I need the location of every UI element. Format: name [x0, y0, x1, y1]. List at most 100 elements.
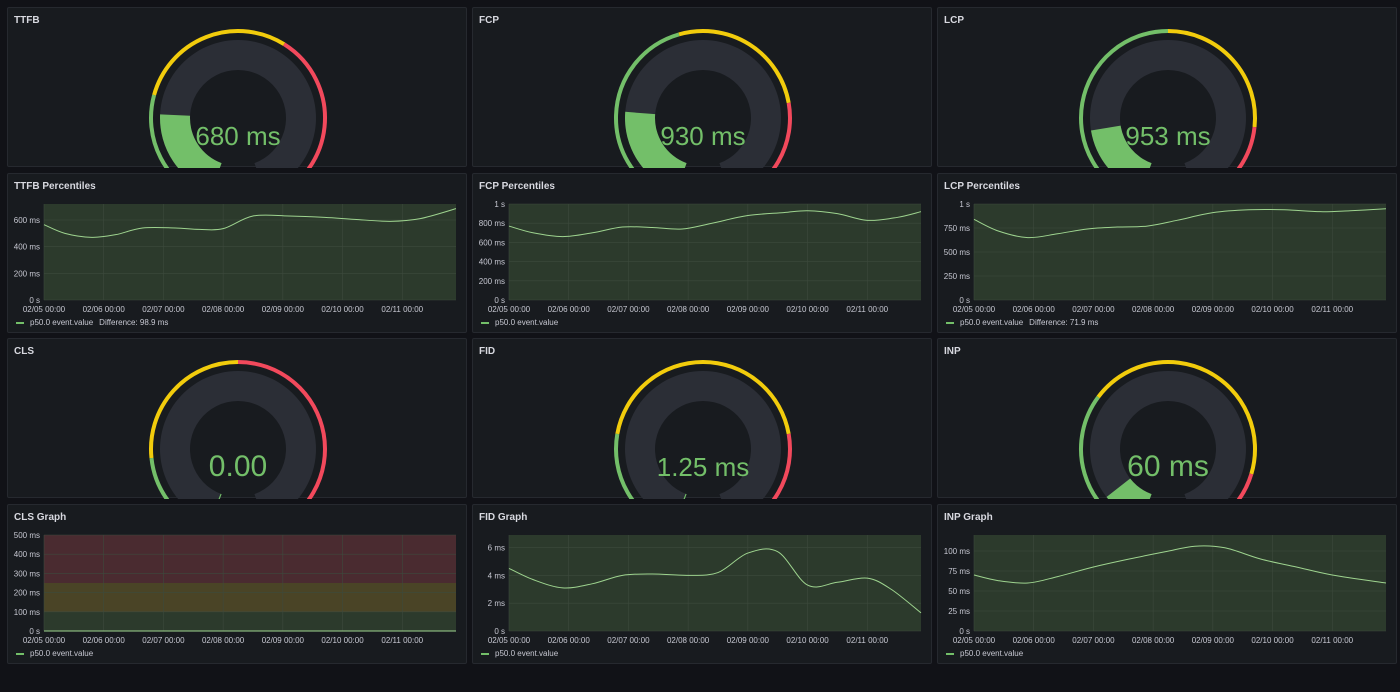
threshold-band-bad	[283, 42, 327, 168]
x-tick-label: 02/06 00:00	[83, 636, 126, 645]
panel-title[interactable]: INP	[944, 346, 961, 357]
lcp-percentiles-panel[interactable]: LCP Percentiles 02/05 00:00 02/06 00:00 02…	[937, 173, 1397, 333]
threshold-band-good	[614, 32, 680, 168]
legend-difference: Difference: 98.9 ms	[99, 318, 169, 327]
lcp-gauge-panel[interactable]: LCP 953 ms	[937, 7, 1397, 168]
threshold-band-good	[149, 94, 170, 168]
threshold-band-bad	[771, 102, 792, 168]
y-tick-label: 400 ms	[14, 243, 40, 252]
panel-title[interactable]: INP Graph	[944, 512, 993, 523]
gauge: 930 ms	[614, 29, 792, 168]
timeseries-chart: 02/05 00:00 02/06 00:00 02/07 00:00 02/08 0…	[944, 200, 1387, 314]
x-tick-label: 02/05 00:00	[953, 636, 996, 645]
gauge-fill	[683, 493, 687, 499]
x-tick-label: 02/07 00:00	[607, 636, 650, 645]
x-tick-label: 02/05 00:00	[488, 305, 531, 314]
y-tick-label: 75 ms	[948, 567, 970, 576]
legend[interactable]: p50.0 event.value Difference: 71.9 ms	[946, 318, 1098, 327]
gauge: 953 ms	[1079, 29, 1257, 168]
ttfb-gauge-panel[interactable]: TTFB 680 ms	[7, 7, 467, 168]
timeseries-chart: 02/05 00:00 02/06 00:00 02/07 00:00 02/08 0…	[14, 531, 456, 645]
x-tick-label: 02/06 00:00	[83, 305, 126, 314]
panel-title[interactable]: TTFB Percentiles	[14, 181, 96, 192]
panel-title[interactable]: LCP	[944, 15, 964, 26]
threshold-band-good	[614, 433, 635, 499]
panel-title[interactable]: FCP	[479, 15, 499, 26]
y-tick-label: 200 ms	[14, 269, 40, 278]
fcp-gauge-panel[interactable]: FCP 930 ms	[472, 7, 932, 168]
x-tick-label: 02/08 00:00	[1132, 636, 1175, 645]
legend-swatch	[16, 652, 24, 655]
fid-graph-panel[interactable]: FID Graph 02/05 00:00 02/06 00:00 02/07 00…	[472, 504, 932, 664]
gauge-value: 60 ms	[1127, 450, 1209, 483]
gauge-value: 1.25 ms	[657, 452, 750, 482]
x-tick-label: 02/11 00:00	[846, 636, 888, 645]
cls-gauge-panel[interactable]: CLS 0.00	[7, 338, 467, 499]
threshold-band-bad	[1236, 126, 1257, 168]
y-tick-label: 100 ms	[14, 608, 40, 617]
threshold-region	[44, 611, 456, 631]
series-line	[508, 548, 922, 614]
timeseries-chart: 02/05 00:00 02/06 00:00 02/07 00:00 02/08 0…	[14, 204, 457, 314]
threshold-band-warn	[678, 29, 791, 104]
inp-gauge-panel[interactable]: INP 60 ms	[937, 338, 1397, 499]
y-tick-label: 0 s	[494, 296, 505, 305]
panel-title[interactable]: CLS	[14, 346, 34, 357]
y-tick-label: 500 ms	[14, 531, 40, 540]
inp-graph-panel[interactable]: INP Graph 02/05 00:00 02/06 00:00 02/07 00…	[937, 504, 1397, 664]
panel-title[interactable]: FCP Percentiles	[479, 181, 555, 192]
legend[interactable]: p50.0 event.value Difference: 98.9 ms	[16, 318, 168, 327]
threshold-band-warn	[152, 29, 286, 96]
x-tick-label: 02/09 00:00	[262, 305, 305, 314]
panel-title[interactable]: LCP Percentiles	[944, 181, 1020, 192]
panel-title[interactable]: FID	[479, 346, 496, 357]
x-tick-label: 02/06 00:00	[548, 636, 591, 645]
legend-difference: Difference: 71.9 ms	[1029, 318, 1099, 327]
legend-label: p50.0 event.value	[30, 649, 94, 658]
threshold-band-bad	[1236, 473, 1254, 499]
fid-gauge-panel[interactable]: FID 1.25 ms	[472, 338, 932, 499]
y-tick-label: 200 ms	[479, 277, 505, 286]
cls-graph-panel[interactable]: CLS Graph 02/05 00:00 02/06 00:00 02/07 00…	[7, 504, 467, 664]
panel-title[interactable]: TTFB	[14, 15, 40, 26]
legend-label: p50.0 event.value	[495, 318, 559, 327]
y-tick-label: 200 ms	[14, 589, 40, 598]
x-tick-label: 02/05 00:00	[23, 636, 66, 645]
panel-title[interactable]: CLS Graph	[14, 512, 67, 523]
x-tick-label: 02/07 00:00	[1072, 636, 1115, 645]
gauge-track	[625, 371, 781, 499]
x-tick-label: 02/09 00:00	[1192, 636, 1235, 645]
y-tick-label: 25 ms	[948, 607, 970, 616]
y-tick-label: 600 ms	[14, 216, 40, 225]
threshold-band-good	[149, 457, 170, 499]
legend[interactable]: p50.0 event.value	[481, 649, 558, 658]
ttfb-percentiles-panel[interactable]: TTFB Percentiles 02/05 00:00 02/06 00:00 0…	[7, 173, 467, 333]
series-line	[43, 208, 457, 238]
fcp-percentiles-panel[interactable]: FCP Percentiles 02/05 00:00 02/06 00:00 02…	[472, 173, 932, 333]
x-tick-label: 02/10 00:00	[1251, 636, 1294, 645]
gauge: 1.25 ms	[614, 360, 792, 499]
x-tick-label: 02/07 00:00	[142, 305, 185, 314]
gauge-fill	[218, 493, 222, 499]
gauge-track	[1090, 371, 1246, 499]
gauge-track	[160, 40, 316, 168]
legend[interactable]: p50.0 event.value	[946, 649, 1023, 658]
legend-label: p50.0 event.value	[30, 318, 94, 327]
y-tick-label: 2 ms	[488, 599, 505, 608]
legend[interactable]: p50.0 event.value	[16, 649, 93, 658]
panel-title[interactable]: FID Graph	[479, 512, 528, 523]
y-tick-label: 1 s	[494, 200, 505, 209]
gauge: 680 ms	[149, 29, 327, 168]
legend-label: p50.0 event.value	[960, 649, 1024, 658]
y-tick-label: 0 s	[494, 627, 505, 636]
gauge-track	[625, 40, 781, 168]
x-tick-label: 02/11 00:00	[846, 305, 888, 314]
gauge-value: 680 ms	[195, 121, 280, 151]
gauge-track	[1090, 40, 1246, 168]
y-tick-label: 6 ms	[488, 544, 505, 553]
x-tick-label: 02/09 00:00	[262, 636, 305, 645]
x-tick-label: 02/05 00:00	[488, 636, 531, 645]
x-tick-label: 02/05 00:00	[953, 305, 996, 314]
legend[interactable]: p50.0 event.value	[481, 318, 558, 327]
x-tick-label: 02/07 00:00	[142, 636, 185, 645]
